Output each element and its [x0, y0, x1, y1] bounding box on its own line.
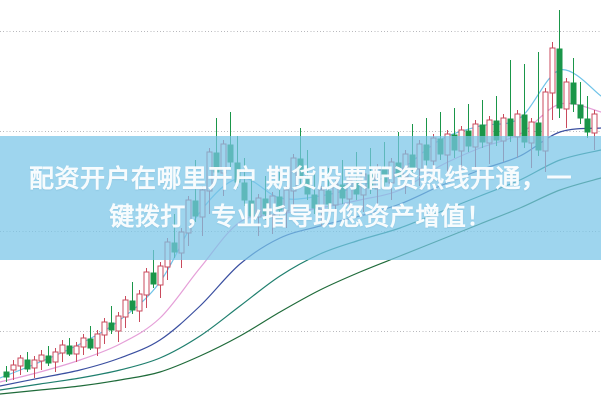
candle-body: [591, 113, 598, 134]
ad-line-2: 键拨打，专业指导助您资产增值！: [109, 203, 492, 231]
candle-body: [108, 322, 115, 331]
candle-body: [59, 344, 66, 354]
candle-body: [10, 364, 17, 371]
candle-body: [143, 271, 150, 296]
candle-body: [87, 338, 94, 349]
candle-body: [73, 345, 80, 355]
candle-body: [66, 345, 73, 355]
candle-body: [563, 81, 570, 110]
candle-body: [52, 351, 59, 363]
candle-body: [150, 272, 157, 285]
candle-body: [38, 354, 45, 362]
candle-body: [136, 293, 143, 312]
candle-body: [577, 104, 584, 119]
candle-body: [17, 357, 24, 367]
candle-body: [584, 118, 591, 133]
candle-body: [24, 359, 31, 370]
candle-body: [122, 299, 129, 318]
candle-body: [507, 118, 514, 137]
advertisement-text: 配资开户在哪里开户 期货股票配资热线开通，一 键拨打，专业指导助您资产增值！: [0, 160, 601, 236]
candle-body: [45, 355, 52, 364]
candle-body: [94, 333, 101, 349]
candle-body: [115, 315, 122, 332]
candle-body: [549, 47, 556, 94]
candle-body: [514, 113, 521, 138]
candle-body: [3, 371, 10, 378]
advertisement-banner[interactable]: 配资开户在哪里开户 期货股票配资热线开通，一 键拨打，专业指导助您资产增值！: [0, 136, 601, 260]
candle-body: [570, 82, 577, 105]
candle-body: [101, 321, 108, 336]
candle-body: [157, 265, 164, 286]
candle-body: [556, 48, 563, 109]
candle-body: [129, 300, 136, 311]
ad-line-1: 配资开户在哪里开户 期货股票配资热线开通，一: [29, 165, 572, 193]
candle-body: [31, 359, 38, 369]
candle-body: [80, 337, 87, 348]
